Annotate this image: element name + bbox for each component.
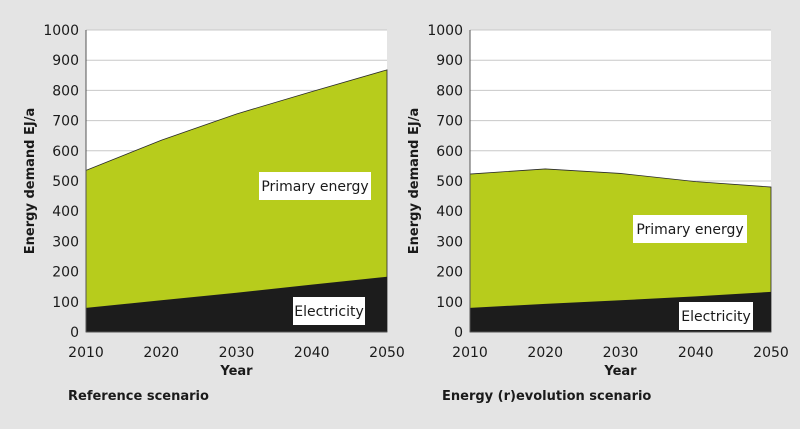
y-tick-label: 800 <box>436 83 463 99</box>
y-tick-label: 400 <box>436 204 463 220</box>
scenario-title: Reference scenario <box>68 389 209 404</box>
y-tick-label: 100 <box>52 295 79 311</box>
y-tick-label: 500 <box>436 174 463 190</box>
x-axis-title: Year <box>219 364 253 379</box>
y-axis-title: Energy demand EJ/a <box>23 108 38 254</box>
y-tick-label: 300 <box>436 234 463 250</box>
y-tick-label: 600 <box>436 144 463 160</box>
primary-energy-label-box <box>259 172 371 200</box>
electricity-label: Electricity <box>681 309 751 325</box>
y-axis-title: Energy demand EJ/a <box>407 108 422 254</box>
primary-energy-label: Primary energy <box>636 222 743 238</box>
x-tick-label: 2050 <box>369 345 405 361</box>
y-tick-label: 300 <box>52 234 79 250</box>
x-tick-label: 2030 <box>603 345 639 361</box>
y-tick-label: 500 <box>52 174 79 190</box>
y-tick-label: 200 <box>436 265 463 281</box>
primary-energy-label: Primary energy <box>261 179 368 195</box>
y-tick-label: 700 <box>436 114 463 130</box>
electricity-label-box <box>679 302 753 330</box>
x-tick-label: 2040 <box>294 345 330 361</box>
electricity-label: Electricity <box>294 304 364 320</box>
primary-energy-label-box <box>633 215 747 243</box>
y-tick-label: 600 <box>52 144 79 160</box>
x-tick-label: 2050 <box>753 345 789 361</box>
y-tick-label: 100 <box>436 295 463 311</box>
x-tick-label: 2030 <box>219 345 255 361</box>
y-tick-label: 700 <box>52 114 79 130</box>
y-tick-label: 1000 <box>43 23 79 39</box>
y-tick-label: 200 <box>52 265 79 281</box>
y-tick-label: 800 <box>52 83 79 99</box>
x-tick-label: 2020 <box>527 345 563 361</box>
y-tick-label: 900 <box>436 53 463 69</box>
y-tick-label: 400 <box>52 204 79 220</box>
y-tick-label: 0 <box>454 325 463 341</box>
y-tick-label: 900 <box>52 53 79 69</box>
y-tick-label: 0 <box>70 325 79 341</box>
chart-panel-revolution: 0 100 200 300 400 500 600 700 800 900 1000 2010 2020… <box>407 23 789 404</box>
chart-panel-reference: 0 100 200 300 400 500 600 700 800 900 1000 2010 2020… <box>23 23 405 404</box>
y-tick-label: 1000 <box>427 23 463 39</box>
scenario-title: Energy (r)evolution scenario <box>442 389 651 404</box>
x-tick-label: 2040 <box>678 345 714 361</box>
x-tick-label: 2020 <box>143 345 179 361</box>
electricity-label-box <box>293 297 365 325</box>
x-axis-title: Year <box>603 364 637 379</box>
x-tick-label: 2010 <box>452 345 488 361</box>
x-tick-label: 2010 <box>68 345 104 361</box>
